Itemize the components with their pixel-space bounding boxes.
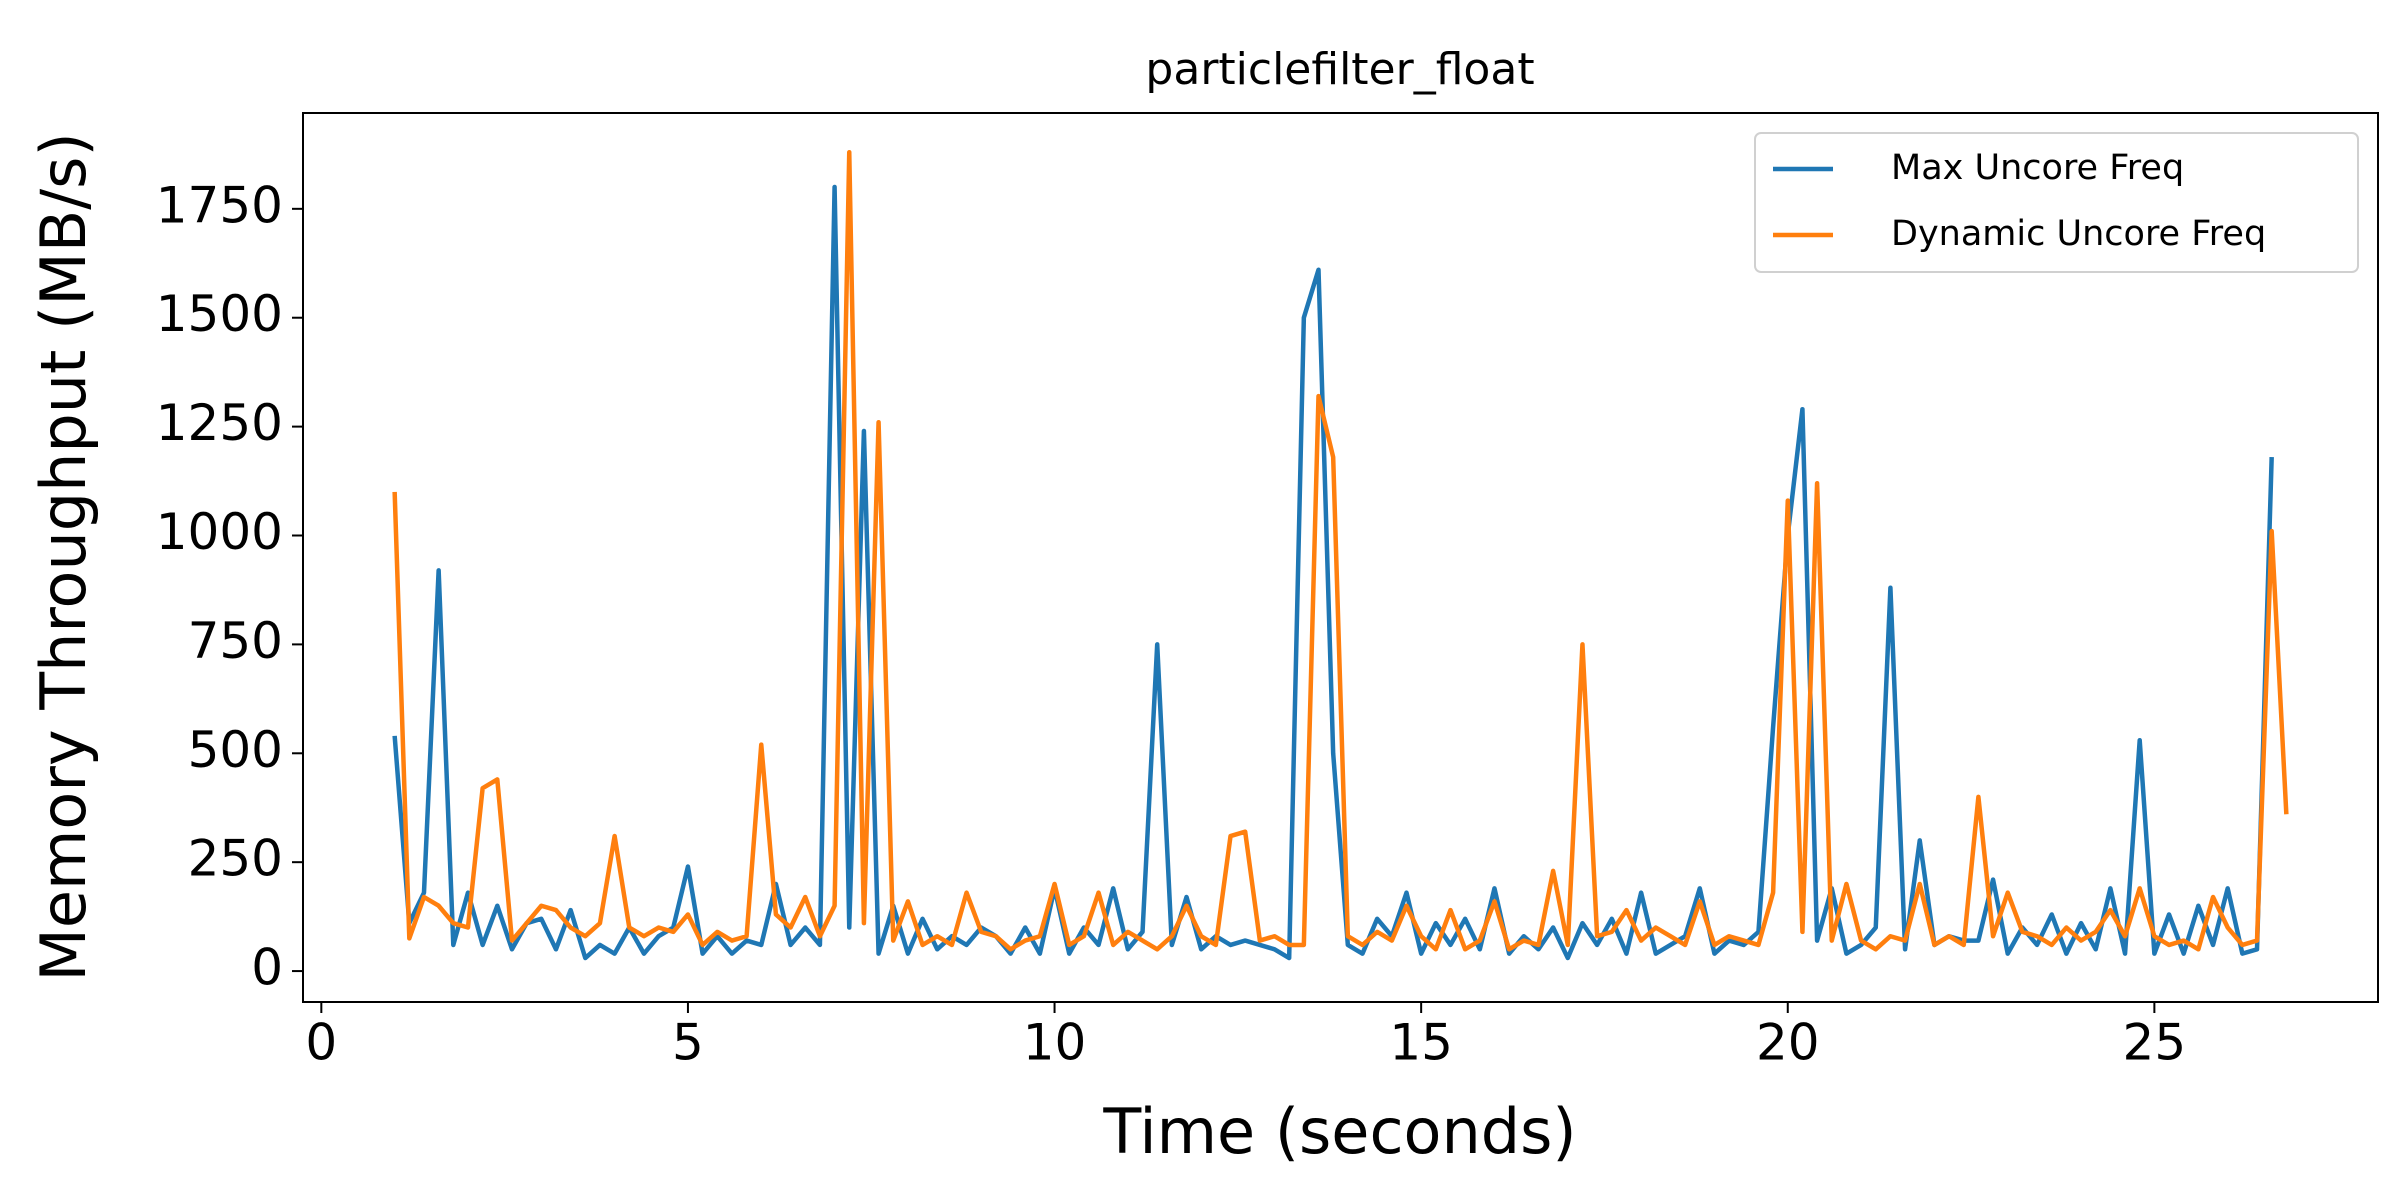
x-tick-label: 20 (1756, 1014, 1820, 1072)
legend: Max Uncore Freq Dynamic Uncore Freq (1754, 132, 2359, 273)
chart-title: particlefilter_float (1145, 44, 1534, 95)
x-axis-label: Time (seconds) (1102, 1095, 1576, 1168)
y-tick-label: 0 (251, 939, 283, 997)
plot-frame (302, 112, 2379, 1003)
y-tick-label: 1250 (156, 394, 283, 452)
y-tick-label: 750 (188, 612, 283, 670)
legend-label: Dynamic Uncore Freq (1891, 214, 2266, 254)
x-tick-label: 15 (1389, 1014, 1453, 1072)
data-line (392, 149, 2289, 952)
y-axis-label: Memory Throughput (MB/s) (27, 132, 100, 981)
x-tick-label: 5 (672, 1014, 704, 1072)
data-line (392, 184, 2274, 961)
y-tick-label: 1750 (156, 176, 283, 234)
legend-frame (1754, 132, 2359, 273)
x-tick-label: 0 (305, 1014, 337, 1072)
x-tick-label: 10 (1023, 1014, 1087, 1072)
x-tick-label: 25 (2123, 1014, 2187, 1072)
y-tick-label: 1000 (156, 503, 283, 561)
y-tick-label: 250 (188, 830, 283, 888)
legend-label: Max Uncore Freq (1891, 148, 2184, 188)
y-tick-label: 500 (188, 721, 283, 779)
y-tick-label: 1500 (156, 285, 283, 343)
